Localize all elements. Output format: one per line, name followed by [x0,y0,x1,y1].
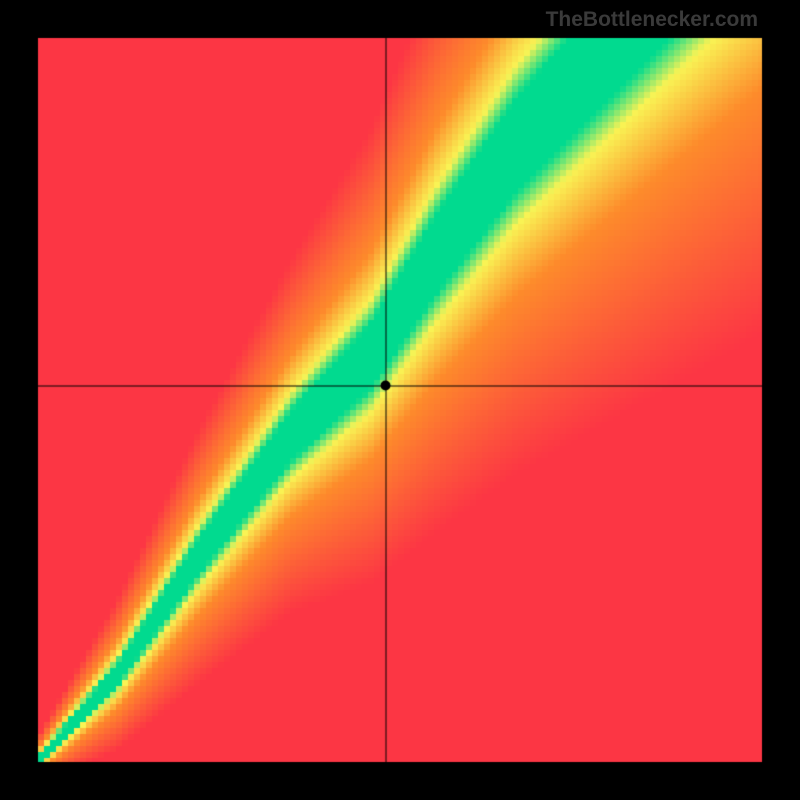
bottleneck-heatmap: TheBottlenecker.com [0,0,800,800]
watermark-text: TheBottlenecker.com [546,8,758,32]
heatmap-canvas [0,0,800,800]
